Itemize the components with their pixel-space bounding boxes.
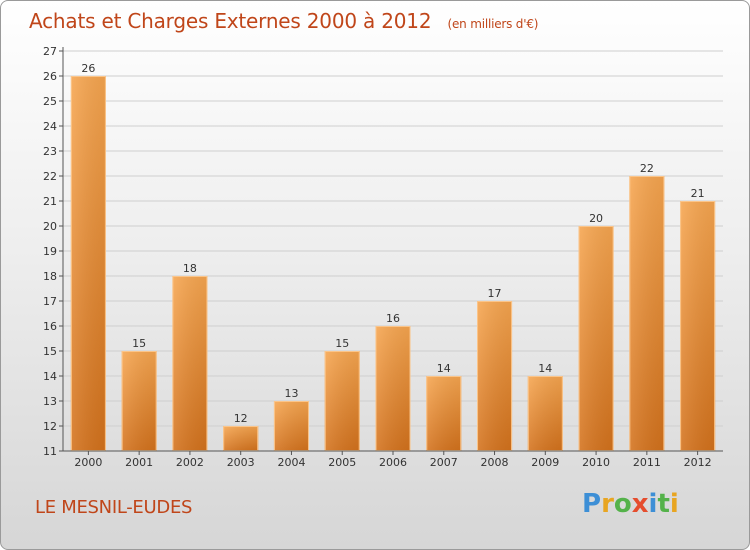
y-tick-label: 27: [43, 45, 57, 58]
commune-name: LE MESNIL-EUDES: [35, 497, 193, 518]
bar-shade: [121, 351, 157, 451]
bar-shade: [629, 176, 665, 451]
bar-shade: [223, 426, 259, 451]
bar-value-label: 22: [640, 162, 654, 175]
bar-group: 20: [578, 212, 614, 451]
y-tick-label: 14: [43, 370, 57, 383]
bar-shade: [680, 201, 716, 451]
y-axis: 11 12 13 14 15 16 17 18 19 20 21 22 23 24 25 26 27: [43, 45, 64, 458]
y-tick-label: 18: [43, 270, 57, 283]
bar-shade: [273, 401, 309, 451]
bar-group: 14: [426, 362, 462, 451]
y-tick-label: 20: [43, 220, 57, 233]
logo-letter: r: [601, 489, 614, 519]
bar-group: 15: [324, 337, 360, 451]
bar-group: 16: [375, 312, 411, 451]
x-tick-label: 2003: [227, 456, 255, 469]
y-tick-label: 17: [43, 295, 57, 308]
y-tick-label: 19: [43, 245, 57, 258]
logo-letter: t: [657, 489, 670, 519]
x-tick-label: 2001: [125, 456, 153, 469]
proxiti-logo[interactable]: Proxiti: [582, 489, 679, 519]
x-tick-label: 2008: [481, 456, 509, 469]
y-tick-label: 22: [43, 170, 57, 183]
x-tick-label: 2005: [328, 456, 356, 469]
logo-letter: P: [582, 489, 602, 519]
bar-shade: [527, 376, 563, 451]
bar-group: 26: [70, 62, 106, 451]
bar-value-label: 14: [437, 362, 451, 375]
y-tick-label: 23: [43, 145, 57, 158]
logo-letter: o: [613, 489, 632, 519]
bar-group: 15: [121, 337, 157, 451]
bar-value-label: 26: [81, 62, 95, 75]
x-tick-label: 2002: [176, 456, 204, 469]
logo-letter: i: [669, 489, 679, 519]
bar-shade: [426, 376, 462, 451]
bar-shade: [578, 226, 614, 451]
chart-title-text: Achats et Charges Externes 2000 à 2012: [29, 9, 432, 33]
y-tick-label: 11: [43, 445, 57, 458]
bar-group: 18: [172, 262, 208, 451]
x-tick-label: 2006: [379, 456, 407, 469]
bar-shade: [324, 351, 360, 451]
bar-shade: [477, 301, 513, 451]
x-axis: 2000 2001 2002 2003 2004 2005 2006 2007 2008 2009…: [63, 450, 723, 469]
x-tick-label: 2007: [430, 456, 458, 469]
y-tick-label: 16: [43, 320, 57, 333]
bar-value-label: 16: [386, 312, 400, 325]
logo-letter: i: [648, 489, 658, 519]
bar-value-label: 21: [691, 187, 705, 200]
bar-shade: [70, 76, 106, 451]
bar-value-label: 18: [183, 262, 197, 275]
y-tick-label: 21: [43, 195, 57, 208]
bar-shade: [172, 276, 208, 451]
bar-value-label: 14: [538, 362, 552, 375]
logo-letter: x: [631, 489, 649, 519]
x-tick-label: 2000: [74, 456, 102, 469]
bars-group: 26 15 18 12 13 15 16 14 17 14 20 22 21: [70, 62, 716, 451]
x-tick-label: 2004: [277, 456, 305, 469]
bar-value-label: 15: [335, 337, 349, 350]
y-tick-label: 12: [43, 420, 57, 433]
y-tick-label: 13: [43, 395, 57, 408]
x-tick-label: 2012: [684, 456, 712, 469]
chart-title-unit: (en milliers d'€): [447, 17, 539, 31]
bar-group: 13: [273, 387, 309, 451]
y-tick-label: 24: [43, 120, 57, 133]
bar-value-label: 15: [132, 337, 146, 350]
bar-group: 17: [477, 287, 513, 451]
x-tick-label: 2011: [633, 456, 661, 469]
bar-group: 22: [629, 162, 665, 451]
x-tick-label: 2009: [531, 456, 559, 469]
bar-group: 21: [680, 187, 716, 451]
bar-shade: [375, 326, 411, 451]
bar-value-label: 13: [284, 387, 298, 400]
y-tick-label: 15: [43, 345, 57, 358]
bar-value-label: 17: [488, 287, 502, 300]
chart-title: Achats et Charges Externes 2000 à 2012 (…: [29, 9, 538, 33]
x-tick-label: 2010: [582, 456, 610, 469]
bar-group: 12: [223, 412, 259, 451]
bar-value-label: 12: [234, 412, 248, 425]
bar-group: 14: [527, 362, 563, 451]
y-tick-label: 26: [43, 70, 57, 83]
bar-value-label: 20: [589, 212, 603, 225]
y-tick-label: 25: [43, 95, 57, 108]
